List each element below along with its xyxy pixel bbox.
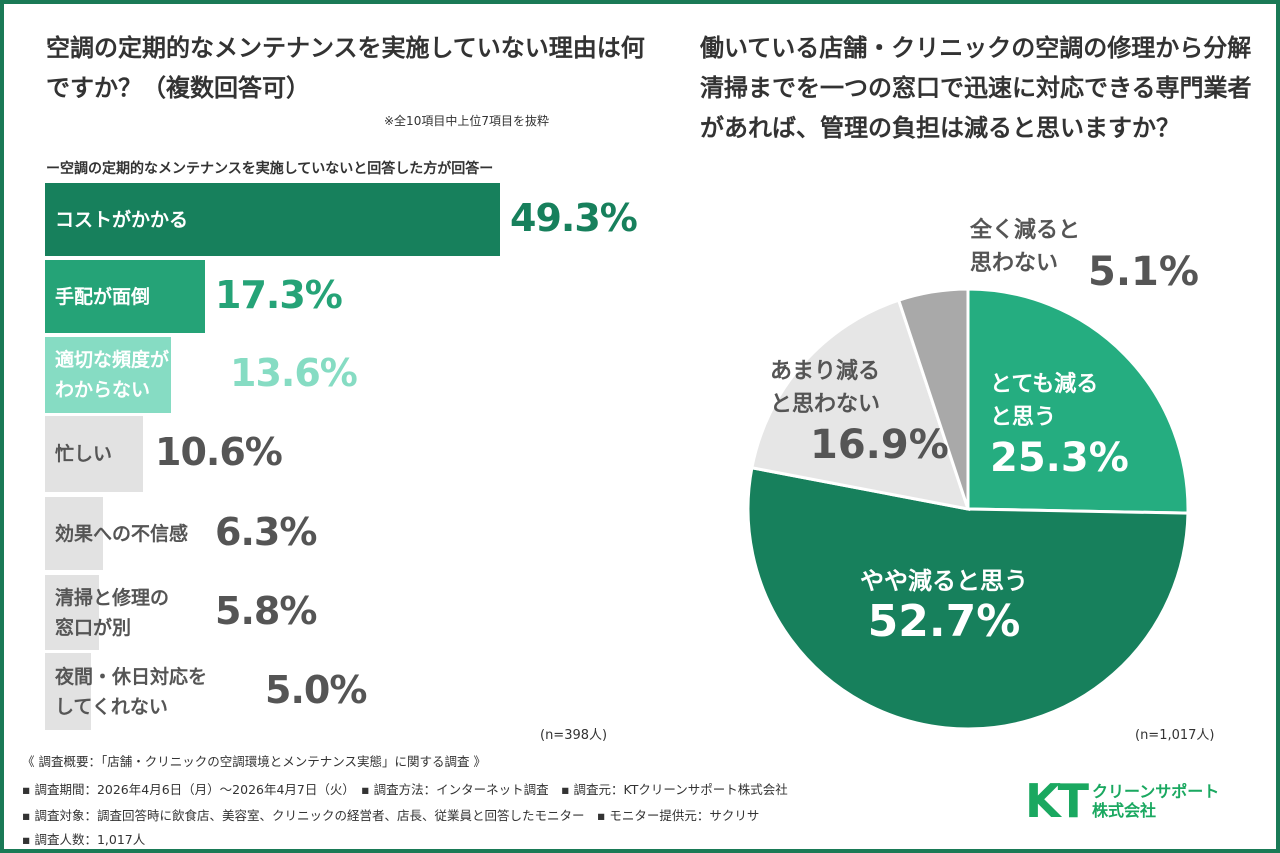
bar-value-label: 13.6% bbox=[230, 351, 358, 395]
bar-value-label: 10.6% bbox=[155, 430, 283, 474]
bar-label: 清掃と修理の 窓口が別 bbox=[55, 586, 170, 639]
bar-label: 効果への不信感 bbox=[55, 522, 189, 545]
pie-slice bbox=[966, 287, 1190, 515]
pie-label-group: あまり減る と思わない 16.9% bbox=[770, 355, 949, 469]
bar bbox=[45, 183, 500, 256]
pie-value-label: 5.1% bbox=[1088, 249, 1199, 295]
pie-category-label: あまり減る と思わない bbox=[770, 359, 881, 417]
pie-category-label: やや減ると思う bbox=[860, 567, 1028, 595]
bar bbox=[45, 497, 104, 570]
bar-value-label: 6.3% bbox=[215, 509, 317, 554]
pie-value-label: 16.9% bbox=[810, 422, 949, 468]
pie-category-label: とても減る と思う bbox=[990, 372, 1099, 430]
logo-mark: KT bbox=[1025, 774, 1089, 828]
company-logo: KT クリーンサポート 株式会社 bbox=[1025, 778, 1219, 824]
pie-slice bbox=[746, 466, 1190, 731]
pie-label-group: やや減ると思う 52.7% bbox=[860, 565, 1028, 646]
bar-chart-subtitle: ー空調の定期的なメンテナンスを実施していないと回答した方が回答ー bbox=[46, 161, 494, 177]
bar-value-label: 17.3% bbox=[215, 272, 343, 317]
bar-label: 忙しい bbox=[55, 443, 113, 465]
bar bbox=[45, 653, 92, 730]
bar bbox=[45, 575, 99, 650]
pie-chart-title: 働いている店舗・クリニックの空調の修理から分解清掃までを一つの窓口で迅速に対応で… bbox=[700, 34, 1252, 142]
pie-slice bbox=[750, 298, 971, 511]
bar-value-label: 49.3% bbox=[510, 195, 638, 240]
footer-line1: ▪ 調査期間：2026年4月6日（月）～2026年4月7日（火） ▪ 調査方法：… bbox=[22, 782, 788, 797]
bar-label: 夜間・休日対応を してくれない bbox=[55, 665, 208, 718]
pie-value-label: 25.3% bbox=[990, 435, 1129, 481]
bar bbox=[45, 260, 205, 333]
bar-label: コストがかかる bbox=[55, 208, 189, 231]
bar-value-label: 5.8% bbox=[215, 588, 317, 633]
pie-chart-n: (n=1,017人) bbox=[1135, 728, 1215, 743]
bar-chart-title: 空調の定期的なメンテナンスを実施していない理由は何ですか？（複数回答可） bbox=[46, 34, 645, 102]
bar-value-label: 5.0% bbox=[265, 667, 367, 712]
pie-slice bbox=[896, 287, 970, 510]
footer-line3: ▪ 調査人数：1,017人 bbox=[22, 832, 146, 847]
logo-company: クリーンサポート 株式会社 bbox=[1092, 782, 1220, 820]
pie-category-label: 全く減ると 思わない bbox=[970, 218, 1081, 276]
bar-chart-note: ※全10項目中上位7項目を抜粋 bbox=[384, 114, 549, 128]
pie-label-group: とても減る と思う 25.3% bbox=[990, 368, 1129, 482]
footer-line2: ▪ 調査対象：調査回答時に飲食店、美容室、クリニックの経営者、店長、従業員と回答… bbox=[22, 808, 760, 823]
bar-label: 手配が面倒 bbox=[55, 285, 151, 308]
bar-label: 適切な頻度が わからない bbox=[55, 349, 170, 401]
bar bbox=[45, 337, 171, 413]
pie-value-label: 52.7% bbox=[867, 596, 1021, 647]
bar-chart-n: (n=398人) bbox=[540, 728, 608, 743]
pie-label-group: 全く減ると 思わない 5.1% bbox=[970, 214, 1199, 295]
footer-summary: 《 調査概要：「店舗・クリニックの空調環境とメンテナンス実態」に関する調査 》 bbox=[22, 754, 486, 769]
bar bbox=[45, 416, 143, 492]
